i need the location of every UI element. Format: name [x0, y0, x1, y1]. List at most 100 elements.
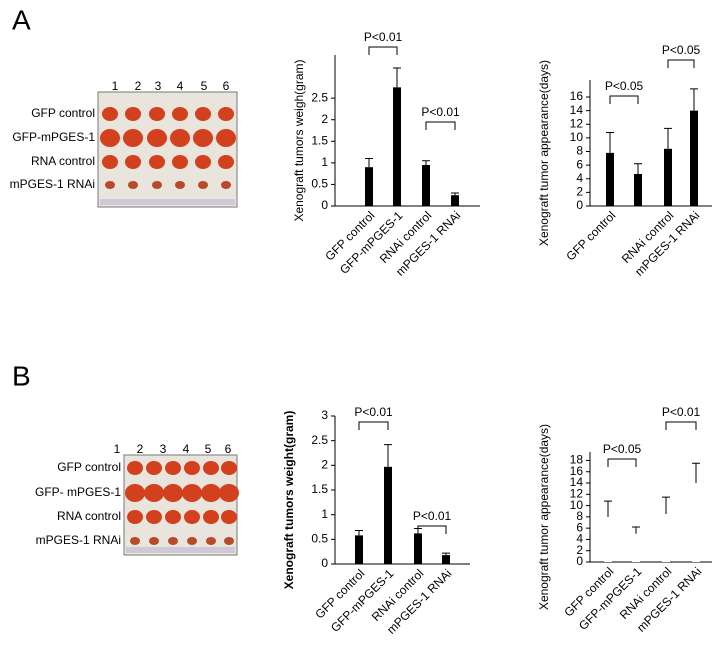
tumor — [100, 129, 120, 147]
tumor — [219, 484, 239, 502]
significance-bracket — [607, 458, 637, 467]
tumor — [130, 537, 140, 545]
column-number: 5 — [201, 79, 208, 93]
y-tick-label: 8 — [576, 144, 583, 158]
y-axis-title: Xenograft tumors weight(gram) — [282, 411, 296, 590]
tumor — [195, 107, 211, 121]
tumor — [187, 537, 197, 545]
y-tick-label: 2 — [321, 458, 328, 472]
error-bar — [393, 67, 401, 88]
tumor — [152, 181, 162, 189]
significance-label: P<0.01 — [364, 30, 403, 44]
bar — [664, 148, 672, 206]
bar — [632, 533, 640, 562]
significance-label: P<0.05 — [662, 43, 701, 57]
bar — [451, 195, 459, 206]
tumor — [221, 510, 237, 524]
tumor — [102, 107, 118, 121]
bar — [393, 87, 401, 206]
significance-bracket — [358, 421, 389, 430]
y-tick-label: 2.5 — [311, 90, 328, 104]
photo — [123, 454, 238, 556]
column-number: 4 — [183, 442, 190, 456]
y-tick-label: 2.5 — [311, 433, 328, 447]
column-number: 2 — [137, 442, 144, 456]
significance-bracket — [425, 121, 456, 130]
column-number: 2 — [135, 79, 142, 93]
tumor — [165, 510, 181, 524]
significance-bracket — [667, 59, 695, 68]
panel-label: B — [12, 360, 31, 391]
y-tick-label: 0.5 — [311, 532, 328, 546]
y-tick-label: 4 — [576, 532, 583, 546]
tumor — [125, 484, 145, 502]
tumor — [221, 181, 231, 189]
significance-label: P<0.01 — [354, 405, 393, 419]
y-tick-label: 10 — [570, 130, 584, 144]
tumor — [198, 181, 208, 189]
tumor — [175, 181, 185, 189]
bar — [604, 516, 612, 562]
tumor — [165, 461, 181, 475]
error-bar — [662, 496, 670, 515]
tumor — [105, 181, 115, 189]
tumor — [125, 107, 141, 121]
photo-ruler — [126, 547, 235, 553]
y-tick-label: 6 — [576, 157, 583, 171]
column-number: 1 — [112, 79, 119, 93]
tumor — [218, 155, 234, 169]
row-label: GFP control — [57, 460, 121, 474]
row-label: RNA control — [31, 154, 95, 168]
tumor — [203, 461, 219, 475]
tumor — [184, 461, 200, 475]
photo-ruler — [100, 199, 235, 205]
y-axis-title: Xenograft tumors weigh(gram) — [292, 59, 306, 221]
y-tick-label: 10 — [570, 498, 584, 512]
tumor — [149, 537, 159, 545]
y-tick-label: 16 — [570, 464, 584, 478]
bar — [365, 167, 373, 206]
y-axis-title: Xenograft tumor appearance(days) — [537, 60, 551, 246]
bar — [422, 165, 430, 206]
y-tick-label: 0 — [321, 556, 328, 570]
y-tick-label: 6 — [576, 520, 583, 534]
error-bar — [442, 552, 450, 556]
tumor — [193, 129, 213, 147]
error-bar — [692, 462, 700, 484]
y-tick-label: 1 — [321, 155, 328, 169]
tumor — [102, 155, 118, 169]
y-tick-label: 14 — [570, 475, 584, 489]
column-number: 5 — [205, 442, 212, 456]
tumor — [125, 155, 141, 169]
error-bar — [690, 88, 698, 111]
bar — [690, 110, 698, 206]
tumor — [195, 155, 211, 169]
y-tick-label: 2 — [576, 543, 583, 557]
column-number: 3 — [160, 442, 167, 456]
tumor — [201, 484, 221, 502]
tumor — [203, 510, 219, 524]
significance-bracket — [609, 95, 639, 104]
tumor — [127, 461, 143, 475]
error-bar — [632, 526, 640, 534]
column-number: 1 — [114, 442, 121, 456]
y-tick-label: 3 — [321, 408, 328, 422]
row-label: mPGES-1 RNAi — [36, 533, 121, 547]
panel-label: A — [12, 4, 31, 35]
significance-label: P<0.05 — [603, 442, 642, 456]
row-label: GFP-mPGES-1 — [12, 130, 95, 144]
bar — [355, 535, 363, 564]
row-label: RNA control — [57, 509, 121, 523]
y-tick-label: 1 — [321, 507, 328, 521]
significance-bracket — [368, 46, 398, 55]
tumor — [216, 129, 236, 147]
column-number: 6 — [223, 79, 230, 93]
y-tick-label: 1.5 — [311, 482, 328, 496]
bar — [414, 533, 422, 564]
y-tick-label: 12 — [570, 486, 584, 500]
x-tick-label: GFP control — [563, 208, 618, 263]
error-bar — [384, 444, 392, 467]
tumor — [149, 155, 165, 169]
y-tick-label: 1.5 — [311, 133, 328, 147]
tumor — [123, 129, 143, 147]
